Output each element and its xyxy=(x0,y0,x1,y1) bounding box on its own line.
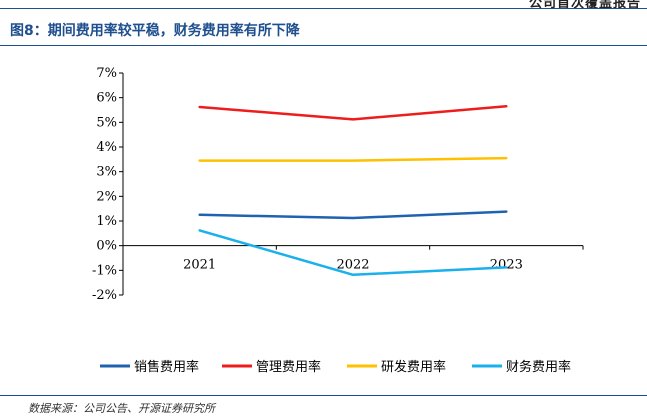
title-divider xyxy=(0,45,647,46)
y-tick-label: -1% xyxy=(92,263,117,278)
data-source-note: 数据来源：公司公告、开源证券研究所 xyxy=(28,402,215,415)
series-line xyxy=(198,210,508,220)
footer-divider xyxy=(0,395,647,396)
x-tick-label: 2021 xyxy=(183,258,216,273)
legend-label: 研发费用率 xyxy=(381,359,446,375)
x-tick-label: 2023 xyxy=(490,258,523,273)
series-line xyxy=(198,229,508,277)
series-line xyxy=(198,105,508,121)
y-tick-label: 6% xyxy=(96,91,117,106)
y-tick-label: 5% xyxy=(96,115,117,130)
y-tick-label: 4% xyxy=(96,140,117,155)
report-header: 公司首次覆盖报告 xyxy=(528,0,641,11)
y-tick-label: 7% xyxy=(96,66,117,81)
y-tick-label: 0% xyxy=(96,239,117,254)
y-tick-label: 2% xyxy=(96,189,117,204)
x-tick-label: 2022 xyxy=(336,258,369,273)
y-tick-label: 3% xyxy=(96,165,117,180)
legend-label: 管理费用率 xyxy=(256,359,321,375)
header-divider xyxy=(0,8,647,9)
y-tick-label: 1% xyxy=(96,214,117,229)
legend-label: 财务费用率 xyxy=(506,359,571,375)
series-line xyxy=(198,156,508,162)
figure-title: 图8：期间费用率较平稳，财务费用率有所下降 xyxy=(10,23,300,39)
y-tick-label: -2% xyxy=(92,288,117,303)
legend-label: 销售费用率 xyxy=(134,359,199,375)
